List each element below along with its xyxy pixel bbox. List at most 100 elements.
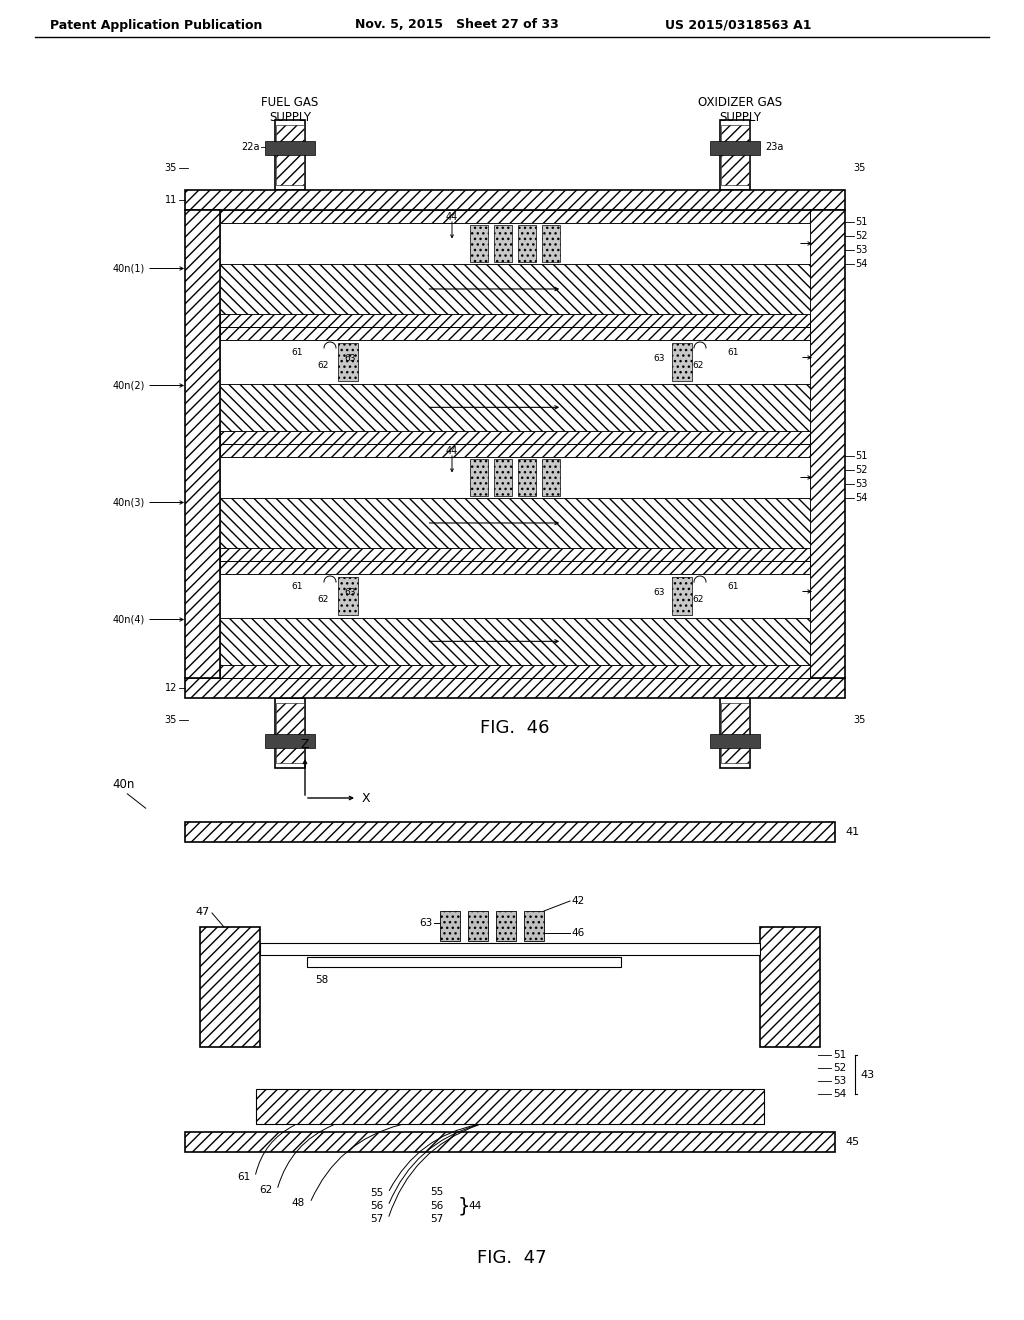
Bar: [338, 577, 358, 615]
Bar: [185, 1133, 835, 1152]
Bar: [260, 942, 760, 954]
Text: 41: 41: [845, 828, 859, 837]
Text: }: }: [458, 1196, 470, 1216]
Text: 40n(2): 40n(2): [113, 380, 145, 391]
Text: 51: 51: [855, 451, 867, 461]
Bar: [470, 224, 488, 261]
Text: 61: 61: [237, 1172, 250, 1181]
Text: 40n(3): 40n(3): [113, 498, 145, 507]
Bar: [265, 734, 315, 748]
Text: 63: 63: [344, 354, 355, 363]
Bar: [220, 341, 810, 384]
Text: 47: 47: [196, 907, 210, 917]
Bar: [468, 911, 488, 941]
Text: 55: 55: [430, 1187, 443, 1197]
Text: 35: 35: [165, 715, 177, 725]
Text: 40n(4): 40n(4): [113, 615, 145, 624]
Text: 43: 43: [860, 1069, 874, 1080]
Bar: [496, 911, 516, 941]
Text: 44: 44: [445, 446, 458, 455]
Text: 63: 63: [653, 589, 666, 598]
Text: 62: 62: [317, 362, 329, 371]
Bar: [494, 459, 512, 496]
Text: 63: 63: [344, 589, 355, 598]
Text: 52: 52: [855, 465, 867, 475]
Text: 52: 52: [833, 1063, 846, 1073]
Text: 35: 35: [165, 162, 177, 173]
Text: 53: 53: [833, 1076, 846, 1086]
Text: 63: 63: [653, 354, 666, 363]
Text: 35: 35: [853, 162, 865, 173]
Bar: [710, 141, 760, 154]
Bar: [542, 224, 560, 261]
Bar: [494, 224, 512, 261]
Bar: [276, 704, 304, 763]
Text: 46: 46: [571, 928, 585, 939]
Text: 62: 62: [259, 1185, 272, 1195]
Text: 56: 56: [430, 1201, 443, 1210]
Text: 12: 12: [165, 682, 177, 693]
Text: 58: 58: [314, 975, 328, 985]
Text: 63: 63: [419, 917, 432, 928]
Bar: [710, 734, 760, 748]
Text: 61: 61: [291, 582, 302, 591]
Text: 54: 54: [833, 1089, 846, 1100]
Bar: [220, 432, 810, 444]
Text: 61: 61: [727, 582, 739, 591]
Bar: [220, 210, 810, 223]
Text: 40n: 40n: [112, 779, 134, 792]
Text: 51: 51: [855, 216, 867, 227]
Text: 53: 53: [855, 479, 867, 488]
Bar: [220, 384, 810, 432]
Bar: [265, 141, 315, 154]
Bar: [220, 618, 810, 665]
Text: 57: 57: [430, 1214, 443, 1224]
Bar: [220, 498, 810, 548]
Bar: [810, 210, 845, 678]
Text: OXIDIZER GAS
SUPPLY: OXIDIZER GAS SUPPLY: [698, 96, 782, 124]
Bar: [542, 459, 560, 496]
Text: 55: 55: [370, 1188, 383, 1199]
Text: 40n(1): 40n(1): [113, 264, 145, 273]
Text: FUEL GAS
SUPPLY: FUEL GAS SUPPLY: [261, 96, 318, 124]
Bar: [220, 264, 810, 314]
Text: Patent Application Publication: Patent Application Publication: [50, 18, 262, 32]
Bar: [276, 125, 304, 185]
Bar: [672, 343, 692, 380]
Bar: [721, 125, 749, 185]
Text: Z: Z: [301, 738, 309, 751]
Text: 54: 54: [855, 259, 867, 269]
Bar: [338, 343, 358, 380]
Bar: [185, 210, 220, 678]
Bar: [470, 459, 488, 496]
Text: 23a: 23a: [765, 143, 783, 152]
Bar: [220, 574, 810, 618]
Text: 62: 62: [317, 595, 329, 605]
Bar: [275, 698, 305, 768]
Text: 42: 42: [571, 896, 585, 906]
Bar: [256, 1089, 764, 1125]
Text: 61: 61: [727, 348, 739, 358]
Text: 62: 62: [692, 362, 703, 371]
Text: 56: 56: [370, 1201, 383, 1210]
Bar: [275, 120, 305, 190]
Text: 57: 57: [370, 1214, 383, 1224]
Bar: [200, 927, 260, 1047]
Bar: [760, 927, 820, 1047]
Bar: [220, 314, 810, 327]
Text: 52: 52: [855, 231, 867, 242]
Bar: [220, 548, 810, 561]
Text: FIG.  47: FIG. 47: [477, 1249, 547, 1267]
Text: 48: 48: [292, 1199, 305, 1208]
Bar: [220, 561, 810, 574]
Text: 53: 53: [855, 246, 867, 255]
Bar: [220, 327, 810, 341]
Text: 51: 51: [833, 1049, 846, 1060]
Bar: [220, 223, 810, 264]
Bar: [220, 444, 810, 457]
Text: Nov. 5, 2015   Sheet 27 of 33: Nov. 5, 2015 Sheet 27 of 33: [355, 18, 559, 32]
Text: 61: 61: [291, 348, 302, 358]
Text: 54: 54: [855, 492, 867, 503]
Text: US 2015/0318563 A1: US 2015/0318563 A1: [665, 18, 811, 32]
Text: FIG.  46: FIG. 46: [480, 719, 550, 737]
